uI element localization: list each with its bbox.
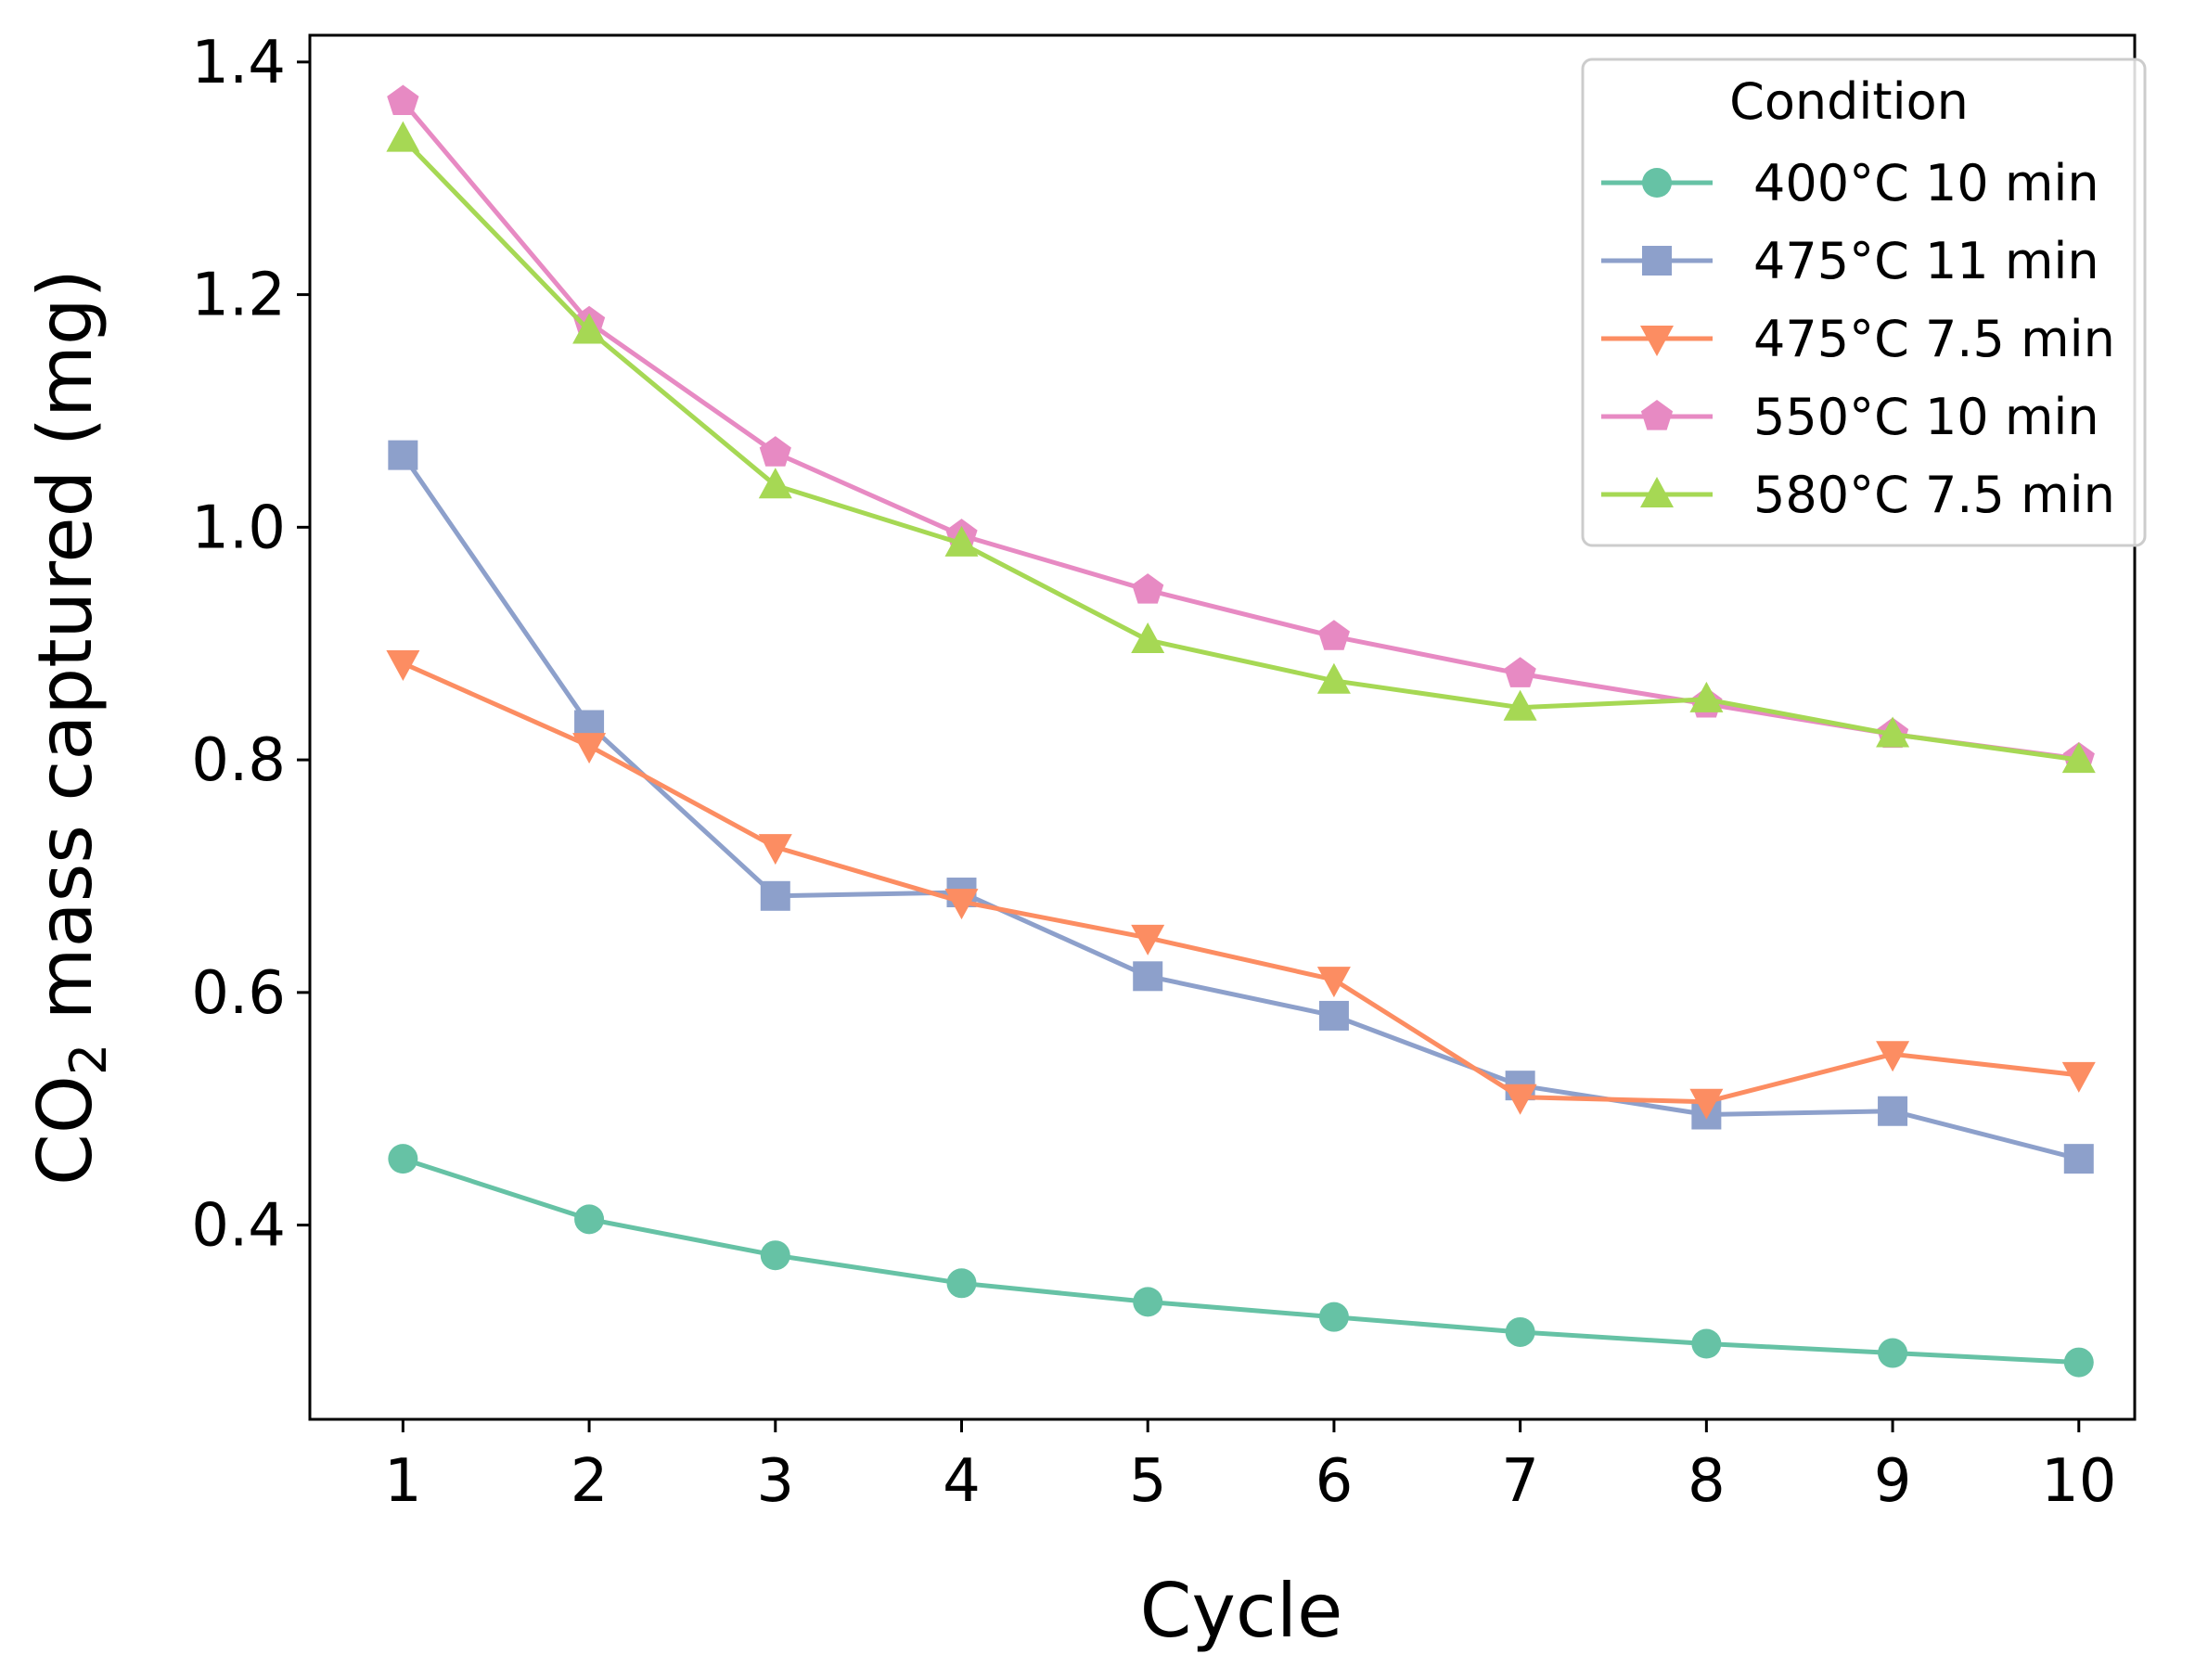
series-line	[401, 136, 2080, 763]
data-point	[758, 834, 792, 866]
data-point	[2061, 742, 2096, 774]
series-475-c-7-5-min	[386, 650, 2096, 1120]
y-tick-label: 0.8	[191, 726, 286, 795]
data-point	[1691, 1328, 1722, 1359]
data-point	[1505, 1316, 1535, 1347]
y-tick-label: 1.4	[191, 29, 286, 97]
data-point	[572, 313, 607, 344]
data-point	[2061, 1061, 2096, 1093]
y-axis-label: CO2 mass captured (mg)	[22, 269, 118, 1186]
data-point	[1503, 1084, 1537, 1115]
legend-label: 550°C 10 min	[1753, 388, 2099, 446]
data-point	[759, 436, 791, 467]
data-point	[1504, 657, 1536, 687]
data-point	[572, 733, 607, 764]
data-point	[1133, 961, 1163, 992]
x-tick-label: 1	[384, 1447, 422, 1516]
data-point	[386, 121, 420, 152]
data-point	[1131, 622, 1165, 653]
series-layer	[386, 84, 2096, 1378]
data-point	[2063, 1347, 2094, 1378]
data-point	[388, 440, 418, 470]
data-point	[1316, 967, 1351, 998]
data-point	[1689, 1088, 1724, 1120]
legend: Condition 400°C 10 min 475°C 11 min 475°C …	[1581, 58, 2147, 547]
x-tick-label: 6	[1316, 1447, 1354, 1516]
data-point	[1878, 1096, 1908, 1126]
data-point	[2063, 1144, 2094, 1174]
y-axis: 0.4 0.6 0.8 1.0 1.2 1.4	[191, 29, 310, 1261]
y-tick-label: 0.4	[191, 1192, 286, 1261]
data-point	[1318, 1302, 1349, 1332]
y-tick-label: 1.0	[191, 494, 286, 562]
data-point	[1503, 689, 1537, 721]
data-point	[1131, 924, 1165, 955]
series-line	[402, 660, 2080, 1105]
series-400-c-10-min	[388, 1144, 2094, 1378]
legend-marker	[1640, 400, 1674, 430]
series-line	[401, 454, 2080, 1161]
data-point	[946, 1268, 977, 1299]
legend-marker	[1640, 326, 1674, 356]
data-point	[758, 468, 792, 499]
x-axis: 1 2 3 4 5 6 7 8 9 10	[384, 1419, 2117, 1516]
series-580-c-7-5-min	[386, 121, 2096, 774]
legend-title: Condition	[1729, 72, 1969, 131]
data-point	[388, 1144, 418, 1174]
data-point	[1689, 681, 1724, 712]
x-tick-label: 8	[1688, 1447, 1726, 1516]
legend-label: 580°C 7.5 min	[1753, 466, 2115, 524]
x-tick-label: 10	[2041, 1447, 2116, 1516]
data-point	[574, 1204, 605, 1235]
x-tick-label: 7	[1501, 1447, 1539, 1516]
data-point	[760, 1240, 790, 1271]
data-point	[944, 889, 979, 920]
legend-marker	[1642, 168, 1672, 198]
legend-label: 400°C 10 min	[1753, 154, 2099, 212]
y-tick-label: 1.2	[191, 262, 286, 330]
legend-box	[1581, 58, 2147, 547]
data-point	[1133, 1287, 1163, 1317]
legend-entry-475-c-11-min: 475°C 11 min	[1601, 232, 2099, 290]
data-point	[944, 525, 979, 557]
x-tick-label: 9	[1874, 1447, 1912, 1516]
data-point	[1878, 1338, 1908, 1368]
legend-label: 475°C 7.5 min	[1753, 310, 2115, 368]
series-475-c-11-min	[388, 440, 2094, 1174]
legend-entry-475-c-7-5-min: 475°C 7.5 min	[1601, 310, 2115, 368]
y-axis-label-subscript: 2	[59, 1044, 118, 1075]
x-tick-label: 4	[943, 1447, 981, 1516]
y-axis-label-main: CO	[22, 1075, 109, 1186]
legend-marker	[1640, 477, 1674, 507]
plot-frame	[308, 33, 2137, 1421]
x-tick-label: 5	[1129, 1447, 1167, 1516]
data-point	[1876, 1041, 1910, 1072]
data-point	[1132, 573, 1164, 604]
y-axis-label-rest: mass captured (mg)	[22, 269, 109, 1044]
x-axis-label: Cycle	[1140, 1568, 1343, 1654]
data-point	[1317, 620, 1350, 650]
x-tick-label: 3	[756, 1447, 794, 1516]
y-tick-label: 0.6	[191, 959, 286, 1028]
legend-entry-550-c-10-min: 550°C 10 min	[1601, 388, 2099, 446]
legend-entry-400-c-10-min: 400°C 10 min	[1601, 154, 2099, 212]
legend-label: 475°C 11 min	[1753, 232, 2099, 290]
data-point	[1316, 662, 1351, 694]
data-point	[387, 84, 419, 115]
data-point	[1876, 716, 1910, 748]
data-point	[1318, 1000, 1349, 1031]
series-line	[402, 1156, 2079, 1366]
legend-entry-580-c-7-5-min: 580°C 7.5 min	[1601, 466, 2115, 524]
legend-marker	[1642, 246, 1672, 276]
x-tick-label: 2	[571, 1447, 609, 1516]
legend-entries: 400°C 10 min 475°C 11 min 475°C 7.5 min 550…	[1601, 154, 2115, 524]
data-point	[386, 650, 420, 681]
data-point	[760, 880, 790, 911]
